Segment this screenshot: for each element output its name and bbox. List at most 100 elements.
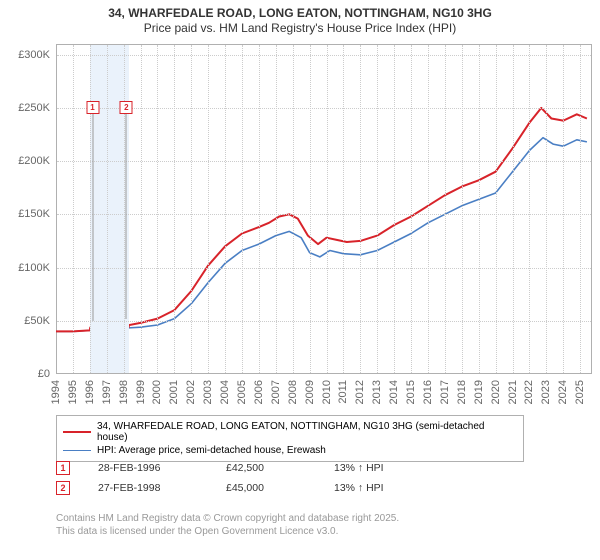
grid-v <box>377 45 378 373</box>
x-tick-label: 2007 <box>270 380 282 404</box>
grid-h <box>57 321 591 322</box>
grid-v <box>293 45 294 373</box>
y-tick-label: £200K <box>0 155 54 167</box>
x-tick-label: 2008 <box>287 380 299 404</box>
grid-v <box>90 45 91 373</box>
x-tick-label: 2011 <box>337 380 349 404</box>
grid-h <box>57 108 591 109</box>
x-tick-label: 2024 <box>557 380 569 404</box>
grid-v <box>276 45 277 373</box>
sales-pct: 13% ↑ HPI <box>334 462 414 474</box>
x-tick-label: 2021 <box>507 380 519 404</box>
grid-v <box>462 45 463 373</box>
x-tick-label: 2015 <box>405 380 417 404</box>
grid-v <box>242 45 243 373</box>
x-tick-label: 2016 <box>422 380 434 404</box>
grid-v <box>225 45 226 373</box>
x-tick-label: 1998 <box>118 380 130 404</box>
sales-date: 28-FEB-1996 <box>98 462 198 474</box>
grid-v <box>310 45 311 373</box>
grid-v <box>513 45 514 373</box>
x-tick-label: 2001 <box>168 380 180 404</box>
grid-v <box>259 45 260 373</box>
x-tick-label: 1997 <box>101 380 113 404</box>
grid-v <box>411 45 412 373</box>
x-tick-label: 2017 <box>439 380 451 404</box>
grid-v <box>107 45 108 373</box>
x-tick-label: 2005 <box>236 380 248 404</box>
legend: 34, WHARFEDALE ROAD, LONG EATON, NOTTING… <box>56 415 524 462</box>
y-tick-label: £250K <box>0 102 54 114</box>
sales-price: £42,500 <box>226 462 306 474</box>
x-tick-label: 2004 <box>219 380 231 404</box>
sales-row: 1 28-FEB-1996 £42,500 13% ↑ HPI <box>56 458 414 478</box>
copyright-line2: This data is licensed under the Open Gov… <box>56 525 399 538</box>
sales-table: 1 28-FEB-1996 £42,500 13% ↑ HPI 2 27-FEB-1998… <box>56 458 414 498</box>
x-tick-label: 1996 <box>84 380 96 404</box>
grid-v <box>141 45 142 373</box>
grid-v <box>580 45 581 373</box>
legend-label: HPI: Average price, semi-detached house,… <box>97 445 326 456</box>
x-tick-label: 2020 <box>490 380 502 404</box>
chart-container: 34, WHARFEDALE ROAD, LONG EATON, NOTTING… <box>0 0 600 560</box>
legend-item: 34, WHARFEDALE ROAD, LONG EATON, NOTTING… <box>63 420 517 444</box>
x-tick-label: 1999 <box>135 380 147 404</box>
copyright-line1: Contains HM Land Registry data © Crown c… <box>56 512 399 525</box>
x-tick-label: 2018 <box>456 380 468 404</box>
annotation-line <box>92 114 93 320</box>
grid-v <box>546 45 547 373</box>
copyright: Contains HM Land Registry data © Crown c… <box>56 512 399 538</box>
sales-marker: 2 <box>56 481 70 495</box>
x-tick-label: 2009 <box>304 380 316 404</box>
x-tick-label: 2013 <box>371 380 383 404</box>
x-tick-label: 2006 <box>253 380 265 404</box>
x-tick-label: 2022 <box>523 380 535 404</box>
legend-swatch <box>63 450 91 452</box>
grid-v <box>445 45 446 373</box>
annotation-line <box>126 114 127 318</box>
grid-v <box>343 45 344 373</box>
grid-v <box>529 45 530 373</box>
y-tick-label: £300K <box>0 49 54 61</box>
grid-v <box>394 45 395 373</box>
y-tick-label: £0 <box>0 368 54 380</box>
grid-v <box>174 45 175 373</box>
sales-pct: 13% ↑ HPI <box>334 482 414 494</box>
grid-v <box>208 45 209 373</box>
grid-v <box>496 45 497 373</box>
y-tick-label: £50K <box>0 315 54 327</box>
x-tick-label: 2000 <box>151 380 163 404</box>
sales-price: £45,000 <box>226 482 306 494</box>
sales-marker: 1 <box>56 461 70 475</box>
grid-v <box>124 45 125 373</box>
x-tick-label: 1995 <box>67 380 79 404</box>
x-tick-label: 2012 <box>354 380 366 404</box>
grid-h <box>57 161 591 162</box>
grid-v <box>327 45 328 373</box>
grid-h <box>57 55 591 56</box>
grid-v <box>563 45 564 373</box>
series-line <box>56 138 587 332</box>
grid-h <box>57 214 591 215</box>
annotation-marker: 2 <box>120 101 133 114</box>
x-tick-label: 2010 <box>321 380 333 404</box>
y-tick-label: £150K <box>0 208 54 220</box>
grid-v <box>157 45 158 373</box>
x-tick-label: 2002 <box>185 380 197 404</box>
sales-row: 2 27-FEB-1998 £45,000 13% ↑ HPI <box>56 478 414 498</box>
legend-item: HPI: Average price, semi-detached house,… <box>63 444 517 457</box>
grid-v <box>191 45 192 373</box>
x-tick-label: 2014 <box>388 380 400 404</box>
legend-label: 34, WHARFEDALE ROAD, LONG EATON, NOTTING… <box>97 421 517 443</box>
grid-v <box>479 45 480 373</box>
annotation-marker: 1 <box>86 101 99 114</box>
sales-date: 27-FEB-1998 <box>98 482 198 494</box>
grid-v <box>73 45 74 373</box>
x-tick-label: 2019 <box>473 380 485 404</box>
grid-v <box>360 45 361 373</box>
x-tick-label: 2025 <box>574 380 586 404</box>
grid-v <box>428 45 429 373</box>
x-tick-label: 2003 <box>202 380 214 404</box>
series-line <box>56 108 587 332</box>
x-tick-label: 2023 <box>540 380 552 404</box>
